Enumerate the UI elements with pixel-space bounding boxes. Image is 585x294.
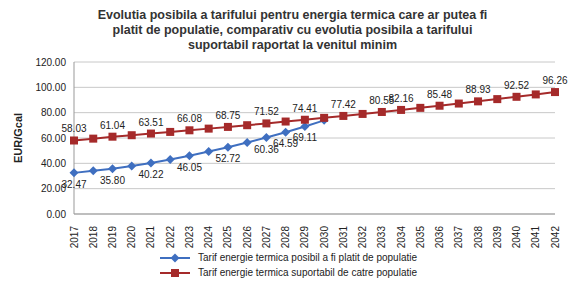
svg-text:2026: 2026 — [242, 226, 253, 249]
svg-text:2033: 2033 — [376, 226, 387, 249]
svg-text:2028: 2028 — [280, 226, 291, 249]
svg-text:20.00: 20.00 — [41, 183, 66, 195]
svg-text:32.47: 32.47 — [61, 179, 86, 190]
svg-text:80.55: 80.55 — [369, 95, 395, 106]
svg-text:60.00: 60.00 — [41, 132, 66, 144]
svg-text:2032: 2032 — [357, 226, 368, 249]
svg-text:2038: 2038 — [473, 226, 484, 249]
svg-text:2017: 2017 — [69, 226, 80, 249]
svg-text:2019: 2019 — [107, 226, 118, 249]
svg-text:2039: 2039 — [492, 226, 503, 249]
svg-text:58.03: 58.03 — [61, 123, 86, 134]
svg-text:2041: 2041 — [530, 226, 541, 249]
svg-text:74.41: 74.41 — [292, 103, 317, 114]
svg-text:2036: 2036 — [434, 226, 445, 249]
svg-text:80.00: 80.00 — [41, 107, 66, 118]
svg-text:88.93: 88.93 — [466, 84, 491, 95]
svg-text:120.00: 120.00 — [35, 57, 66, 68]
svg-text:66.08: 66.08 — [177, 113, 202, 124]
svg-text:2035: 2035 — [415, 226, 426, 249]
svg-text:77.42: 77.42 — [331, 99, 356, 110]
svg-text:64.59: 64.59 — [273, 138, 299, 150]
svg-text:71.52: 71.52 — [254, 106, 279, 117]
svg-text:2037: 2037 — [453, 226, 464, 249]
svg-text:63.51: 63.51 — [138, 117, 163, 128]
svg-text:52.72: 52.72 — [215, 153, 240, 164]
svg-text:68.75: 68.75 — [215, 110, 240, 121]
svg-text:2031: 2031 — [338, 226, 349, 249]
svg-text:EUR/Gcal: EUR/Gcal — [12, 113, 24, 163]
svg-text:2042: 2042 — [550, 226, 561, 249]
svg-text:2021: 2021 — [145, 226, 156, 249]
html-text:Tarif energie termica posibil: Tarif energie termica posibil a fi plati… — [198, 252, 417, 263]
svg-text:2020: 2020 — [126, 226, 137, 249]
svg-text:100.00: 100.00 — [35, 82, 66, 93]
svg-text:2024: 2024 — [203, 226, 214, 249]
svg-text:2029: 2029 — [299, 226, 310, 249]
svg-text:61.04: 61.04 — [100, 120, 125, 131]
svg-text:46.05: 46.05 — [177, 162, 202, 173]
svg-text:60.36: 60.36 — [253, 143, 279, 155]
svg-text:2034: 2034 — [396, 226, 407, 249]
svg-text:2027: 2027 — [261, 226, 272, 249]
svg-text:2025: 2025 — [222, 226, 233, 249]
svg-text:35.80: 35.80 — [100, 175, 125, 186]
svg-text:85.48: 85.48 — [427, 89, 452, 100]
svg-text:2030: 2030 — [319, 226, 330, 249]
svg-text:82.16: 82.16 — [389, 93, 414, 104]
svg-text:0.00: 0.00 — [47, 209, 67, 220]
svg-text:92.52: 92.52 — [504, 80, 529, 91]
svg-text:2022: 2022 — [165, 226, 176, 249]
svg-text:96.26: 96.26 — [542, 75, 567, 86]
html-text:Tarif energie termica suportab: Tarif energie termica suportabil de catr… — [198, 267, 417, 278]
svg-text:40.22: 40.22 — [138, 169, 163, 180]
svg-text:40.00: 40.00 — [41, 158, 66, 169]
svg-text:2040: 2040 — [511, 226, 522, 249]
svg-text:2023: 2023 — [184, 226, 195, 249]
html-text:Evolutia posibila a tarifului: Evolutia posibila a tarifului pentru ene… — [97, 8, 488, 52]
svg-text:69.11: 69.11 — [293, 132, 318, 143]
svg-text:2018: 2018 — [88, 226, 99, 249]
